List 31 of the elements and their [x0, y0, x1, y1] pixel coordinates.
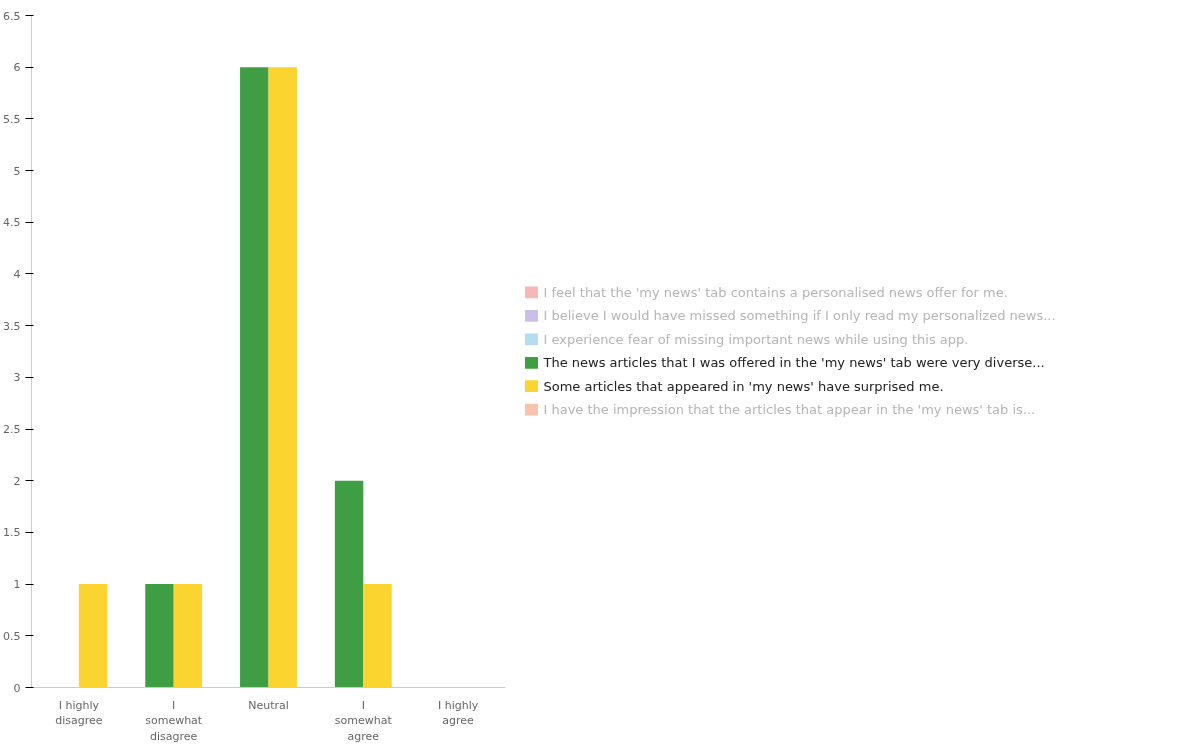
y-tick-label: 0: [13, 681, 21, 695]
y-tick-label: 2.5: [3, 423, 21, 437]
legend-label: I experience fear of missing important news while using this app.: [543, 331, 969, 347]
y-tick-label: 5: [13, 164, 21, 178]
y-tick-label: 4: [13, 267, 21, 281]
legend-label: I feel that the 'my news' tab contains a personalised news offer for me.: [543, 284, 1008, 300]
bar: [145, 584, 174, 688]
x-tick-label: I highly disagree: [55, 698, 103, 728]
bar: [173, 584, 203, 688]
x-tick-label: I somewhat disagree: [145, 698, 203, 743]
x-tick-label: Neutral: [248, 698, 289, 712]
bar: [240, 67, 269, 688]
y-tick-label: 6.5: [3, 9, 21, 23]
bar: [363, 584, 392, 688]
x-tick-label: I highly agree: [437, 698, 479, 728]
bar: [268, 67, 297, 688]
legend-label: Some articles that appeared in 'my news' have surprised me.: [543, 378, 944, 394]
y-tick-label: 2: [13, 474, 21, 488]
bar: [334, 480, 364, 688]
y-tick-label: 1.5: [3, 526, 21, 540]
y-tick-label: 3.5: [3, 319, 21, 333]
y-tick-label: 0.5: [3, 629, 21, 643]
y-tick-label: 5.5: [3, 112, 21, 126]
x-tick-label: I somewhat agree: [334, 698, 393, 743]
y-tick-label: 3: [13, 371, 21, 385]
y-tick-label: 1: [13, 578, 21, 592]
legend-label: The news articles that I was offered in the 'my news' tab were very diverse...: [542, 355, 1045, 371]
y-tick-label: 4.5: [3, 216, 21, 230]
legend-label: I have the impression that the articles that appear in the 'my news' tab is...: [543, 402, 1036, 418]
bar: [78, 584, 108, 688]
y-tick-label: 6: [13, 61, 21, 75]
